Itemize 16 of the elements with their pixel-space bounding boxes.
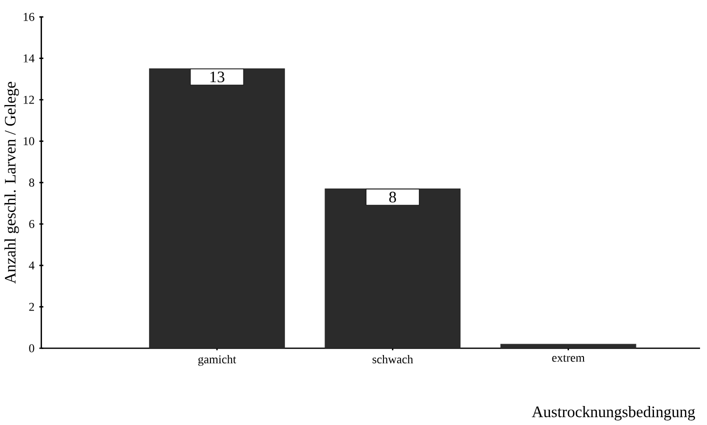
y-tick-label: 4	[28, 262, 34, 270]
x-tick-label: gamicht	[198, 354, 236, 366]
y-tick-label: 2	[29, 302, 34, 311]
y-tick-label: 16	[24, 12, 34, 21]
x-axis-title: Austrocknungsbedingung	[532, 406, 696, 421]
y-axis-title: Anzahl geschl. Larven / Gelege	[4, 82, 19, 284]
x-tick-label: schwach	[372, 354, 414, 364]
y-tick-label: 0	[29, 344, 34, 352]
x-tick-label: extrem	[552, 354, 585, 362]
y-tick-label: 14	[24, 54, 34, 62]
y-tick-label: 12	[24, 96, 34, 104]
y-tick-label: 10	[24, 137, 34, 146]
data-label: 8	[389, 192, 396, 202]
y-tick-label: 8	[29, 178, 34, 187]
y-tick-label: 6	[29, 220, 34, 228]
data-label: 13	[210, 72, 224, 82]
